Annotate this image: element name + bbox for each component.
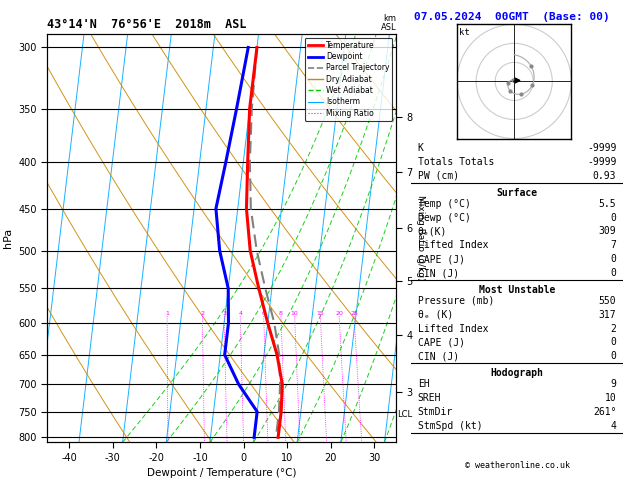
Text: 261°: 261° xyxy=(593,407,616,417)
Text: 07.05.2024  00GMT  (Base: 00): 07.05.2024 00GMT (Base: 00) xyxy=(414,12,610,22)
Text: Most Unstable: Most Unstable xyxy=(479,285,555,295)
Text: 4: 4 xyxy=(238,312,242,316)
Text: 15: 15 xyxy=(316,312,324,316)
Text: © weatheronline.co.uk: © weatheronline.co.uk xyxy=(465,461,569,470)
Text: -9999: -9999 xyxy=(587,143,616,153)
Y-axis label: hPa: hPa xyxy=(3,228,13,248)
Text: Totals Totals: Totals Totals xyxy=(418,157,494,167)
Text: Dewp (°C): Dewp (°C) xyxy=(418,212,470,223)
Text: 9: 9 xyxy=(611,379,616,389)
Text: 43°14'N  76°56'E  2018m  ASL: 43°14'N 76°56'E 2018m ASL xyxy=(47,18,247,32)
Text: kt: kt xyxy=(459,28,470,37)
Text: CAPE (J): CAPE (J) xyxy=(418,254,465,264)
Text: CIN (J): CIN (J) xyxy=(418,351,459,361)
Text: 550: 550 xyxy=(599,296,616,306)
Text: StmSpd (kt): StmSpd (kt) xyxy=(418,421,482,431)
Text: Lifted Index: Lifted Index xyxy=(418,324,488,333)
Text: θₑ (K): θₑ (K) xyxy=(418,310,453,320)
Text: Pressure (mb): Pressure (mb) xyxy=(418,296,494,306)
Text: 10: 10 xyxy=(291,312,299,316)
Text: PW (cm): PW (cm) xyxy=(418,171,459,181)
Text: SREH: SREH xyxy=(418,393,441,403)
Text: 0: 0 xyxy=(611,268,616,278)
Text: 8: 8 xyxy=(279,312,283,316)
Text: 0: 0 xyxy=(611,212,616,223)
Text: EH: EH xyxy=(418,379,430,389)
Text: 1: 1 xyxy=(165,312,169,316)
Text: 4: 4 xyxy=(611,421,616,431)
Text: 0: 0 xyxy=(611,351,616,361)
Text: 10: 10 xyxy=(604,393,616,403)
Text: 0.93: 0.93 xyxy=(593,171,616,181)
Text: K: K xyxy=(418,143,423,153)
Text: 309: 309 xyxy=(599,226,616,237)
Text: 2: 2 xyxy=(611,324,616,333)
Text: Surface: Surface xyxy=(496,188,538,198)
X-axis label: Dewpoint / Temperature (°C): Dewpoint / Temperature (°C) xyxy=(147,468,296,478)
Text: Hodograph: Hodograph xyxy=(491,368,543,378)
Text: Lifted Index: Lifted Index xyxy=(418,240,488,250)
Text: km
ASL: km ASL xyxy=(381,14,396,32)
Text: -9999: -9999 xyxy=(587,157,616,167)
Text: CAPE (J): CAPE (J) xyxy=(418,337,465,347)
Text: 7: 7 xyxy=(611,240,616,250)
Text: 3: 3 xyxy=(222,312,226,316)
Text: 6: 6 xyxy=(262,312,265,316)
Legend: Temperature, Dewpoint, Parcel Trajectory, Dry Adiabat, Wet Adiabat, Isotherm, Mi: Temperature, Dewpoint, Parcel Trajectory… xyxy=(304,38,392,121)
Text: 5.5: 5.5 xyxy=(599,199,616,208)
Text: θₑ(K): θₑ(K) xyxy=(418,226,447,237)
Text: 0: 0 xyxy=(611,254,616,264)
Text: LCL: LCL xyxy=(398,410,413,419)
Text: 0: 0 xyxy=(611,337,616,347)
Text: StmDir: StmDir xyxy=(418,407,453,417)
Text: CIN (J): CIN (J) xyxy=(418,268,459,278)
Text: 20: 20 xyxy=(335,312,343,316)
Text: Temp (°C): Temp (°C) xyxy=(418,199,470,208)
Y-axis label: Mixing Ratio (g/kg): Mixing Ratio (g/kg) xyxy=(416,195,425,281)
Text: 2: 2 xyxy=(201,312,204,316)
Text: 25: 25 xyxy=(350,312,358,316)
Text: 317: 317 xyxy=(599,310,616,320)
